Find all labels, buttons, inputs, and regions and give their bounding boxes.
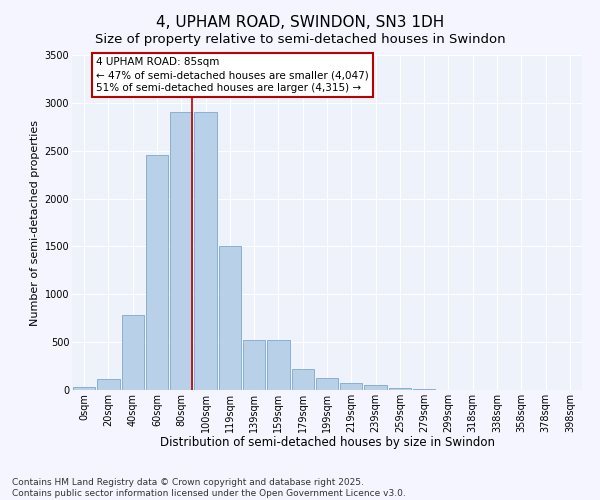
Text: Contains HM Land Registry data © Crown copyright and database right 2025.
Contai: Contains HM Land Registry data © Crown c… xyxy=(12,478,406,498)
Bar xyxy=(97,378,119,390)
Bar xyxy=(292,369,314,390)
Text: 4 UPHAM ROAD: 85sqm
← 47% of semi-detached houses are smaller (4,047)
51% of sem: 4 UPHAM ROAD: 85sqm ← 47% of semi-detach… xyxy=(96,57,369,94)
Bar xyxy=(73,387,95,390)
Bar xyxy=(267,340,290,390)
Bar xyxy=(413,389,436,390)
Bar xyxy=(194,112,217,390)
Bar xyxy=(218,246,241,390)
Bar xyxy=(243,340,265,390)
Text: Size of property relative to semi-detached houses in Swindon: Size of property relative to semi-detach… xyxy=(95,32,505,46)
Bar xyxy=(122,316,144,390)
Bar xyxy=(316,378,338,390)
Bar xyxy=(364,385,387,390)
Bar xyxy=(146,156,168,390)
Bar xyxy=(340,384,362,390)
Y-axis label: Number of semi-detached properties: Number of semi-detached properties xyxy=(31,120,40,326)
Text: 4, UPHAM ROAD, SWINDON, SN3 1DH: 4, UPHAM ROAD, SWINDON, SN3 1DH xyxy=(156,15,444,30)
Bar xyxy=(170,112,193,390)
Bar xyxy=(389,388,411,390)
X-axis label: Distribution of semi-detached houses by size in Swindon: Distribution of semi-detached houses by … xyxy=(160,436,494,450)
